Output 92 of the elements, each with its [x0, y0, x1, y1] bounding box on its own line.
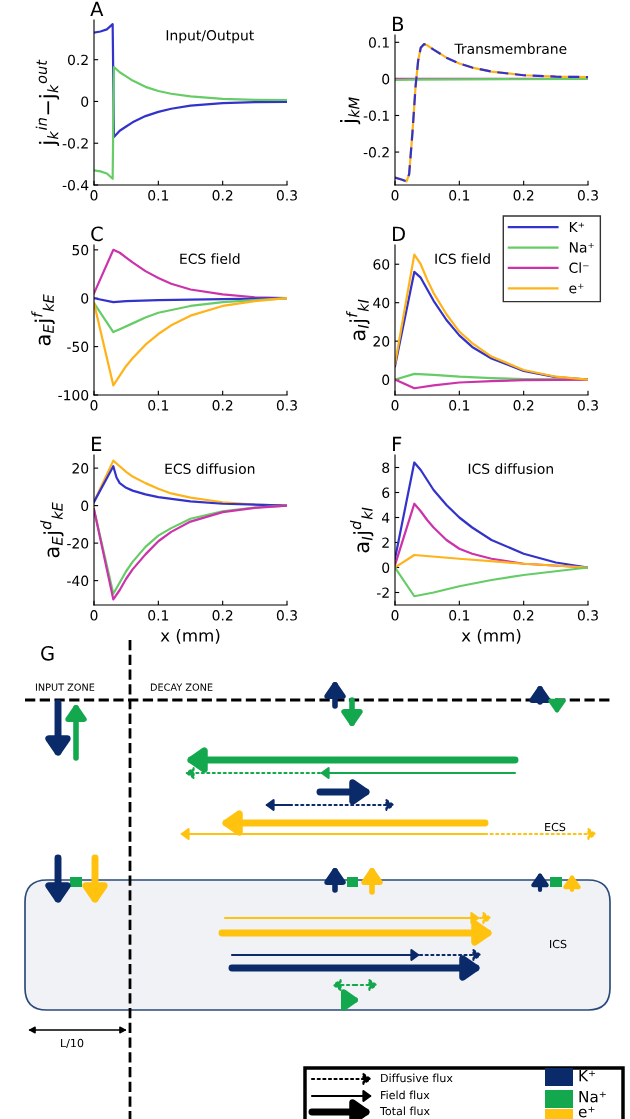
y-tick-label: -20 — [67, 538, 89, 549]
legend-label: Na⁺ — [569, 242, 594, 253]
y-tick-label: 6 — [382, 487, 390, 498]
x-tick-label: 0 — [90, 610, 98, 621]
x-tick-label: 0.2 — [212, 400, 233, 411]
text: L/10 — [61, 1038, 84, 1049]
y-axis-title: j$_{kM}$ — [340, 97, 361, 125]
x-tick-label: 0.1 — [148, 400, 169, 411]
y-axis-title: a$_{E}$j$^{f}$$_{kE}$ — [31, 294, 55, 346]
y-tick-label: 0 — [382, 73, 390, 85]
text: Total flux — [379, 1106, 430, 1116]
line-series — [94, 297, 287, 387]
x-tick-label: 0.2 — [513, 610, 534, 621]
chart-subtitle: ICS diffusion — [468, 463, 553, 475]
chart-title: C — [91, 226, 103, 242]
text: ECS — [545, 822, 566, 832]
y-tick-label: -0.1 — [363, 110, 389, 121]
y-tick-label: 2 — [382, 537, 389, 548]
text: INPUT ZONE — [35, 683, 95, 691]
y-tick-label: 0 — [81, 293, 89, 304]
y-tick-label: -0.2 — [62, 138, 88, 149]
y-tick-label: 60 — [373, 259, 390, 270]
chart-title: A — [90, 1, 104, 16]
x-axis-title: x (mm) — [160, 628, 220, 644]
x-tick-label: 0.2 — [513, 400, 534, 411]
chart-subtitle: ECS field — [180, 253, 240, 265]
y-tick-label: 0.2 — [67, 54, 88, 66]
x-tick-label: 0 — [391, 610, 399, 621]
text: Input/Output — [166, 30, 254, 44]
x-tick-label: 0.1 — [148, 190, 169, 201]
x-tick-label: 0.1 — [148, 610, 169, 621]
x-tick-label: 0 — [391, 400, 399, 411]
chart-subtitle: Transmembrane — [454, 43, 567, 55]
y-tick-label: -40 — [67, 575, 89, 587]
x-tick-label: 0 — [90, 190, 98, 201]
legend-label: K⁺ — [569, 221, 585, 233]
text: Na⁺ — [579, 1091, 606, 1103]
line-series — [94, 65, 287, 180]
x-axis-title: x (mm) — [461, 628, 521, 644]
legend-label: e⁺ — [569, 283, 584, 294]
x-tick-label: 0.1 — [449, 400, 470, 411]
y-tick-label: 4 — [381, 512, 390, 523]
y-tick-label: 0 — [81, 96, 89, 107]
text: K⁺ — [579, 1070, 596, 1082]
text: Field flux — [381, 1090, 430, 1100]
line-series — [395, 553, 588, 569]
y-tick-label: 8 — [382, 462, 390, 473]
chart-title: D — [393, 226, 405, 241]
chart-title: F — [393, 436, 402, 451]
x-tick-label: 0.3 — [276, 190, 297, 201]
x-tick-label: 0.2 — [513, 190, 534, 201]
x-tick-label: 0 — [391, 190, 399, 201]
text: G — [41, 645, 54, 661]
x-tick-label: 0.3 — [276, 610, 297, 621]
x-tick-label: 0.1 — [449, 190, 470, 201]
y-axis-title: a$_{I}$j$^{f}$$_{kI}$ — [346, 299, 370, 341]
chart-subtitle: ICS field — [435, 253, 490, 265]
y-axis-title: j$_{k}$$^{in}$−j$_{k}$$^{out}$ — [35, 59, 60, 146]
y-tick-label: -2 — [376, 587, 389, 598]
chart-subtitle: ECS diffusion — [165, 463, 255, 475]
chart-title: E — [92, 436, 102, 451]
text: e⁺ — [578, 1106, 595, 1118]
y-tick-label: 0 — [382, 374, 390, 386]
x-tick-label: 0.3 — [577, 190, 598, 201]
line-series — [94, 23, 287, 139]
text: Diffusive flux — [381, 1073, 453, 1083]
y-tick-label: 20 — [373, 336, 390, 347]
y-tick-label: 20 — [72, 463, 89, 474]
x-tick-label: 0.2 — [212, 190, 233, 201]
y-tick-label: 0.1 — [368, 37, 389, 48]
y-axis-title: a$_{E}$j$^{d}$$_{kE}$ — [40, 502, 64, 558]
x-tick-label: 0.1 — [449, 610, 470, 621]
x-tick-label: 0.3 — [577, 400, 598, 411]
x-tick-label: 0 — [90, 400, 98, 411]
y-tick-label: -0.2 — [363, 147, 389, 158]
y-axis-title: a$_{I}$j$^{d}$$_{kI}$ — [349, 507, 374, 553]
line-series — [395, 378, 588, 390]
y-tick-label: 0 — [81, 500, 89, 512]
text: DECAY ZONE — [150, 683, 213, 691]
y-tick-label: 40 — [373, 297, 390, 309]
x-tick-label: 0.3 — [577, 610, 598, 621]
chart-title: B — [393, 16, 404, 31]
x-tick-label: 0.3 — [276, 400, 297, 411]
y-tick-label: -50 — [67, 341, 89, 353]
text: ICS — [550, 939, 567, 949]
line-series — [395, 566, 588, 598]
x-tick-label: 0.2 — [212, 610, 233, 621]
legend-label: Cl⁻ — [569, 262, 589, 274]
y-tick-label: -0.4 — [62, 179, 89, 191]
y-tick-label: 50 — [72, 244, 89, 256]
y-tick-label: 0 — [382, 562, 390, 573]
y-tick-label: -100 — [58, 389, 89, 401]
